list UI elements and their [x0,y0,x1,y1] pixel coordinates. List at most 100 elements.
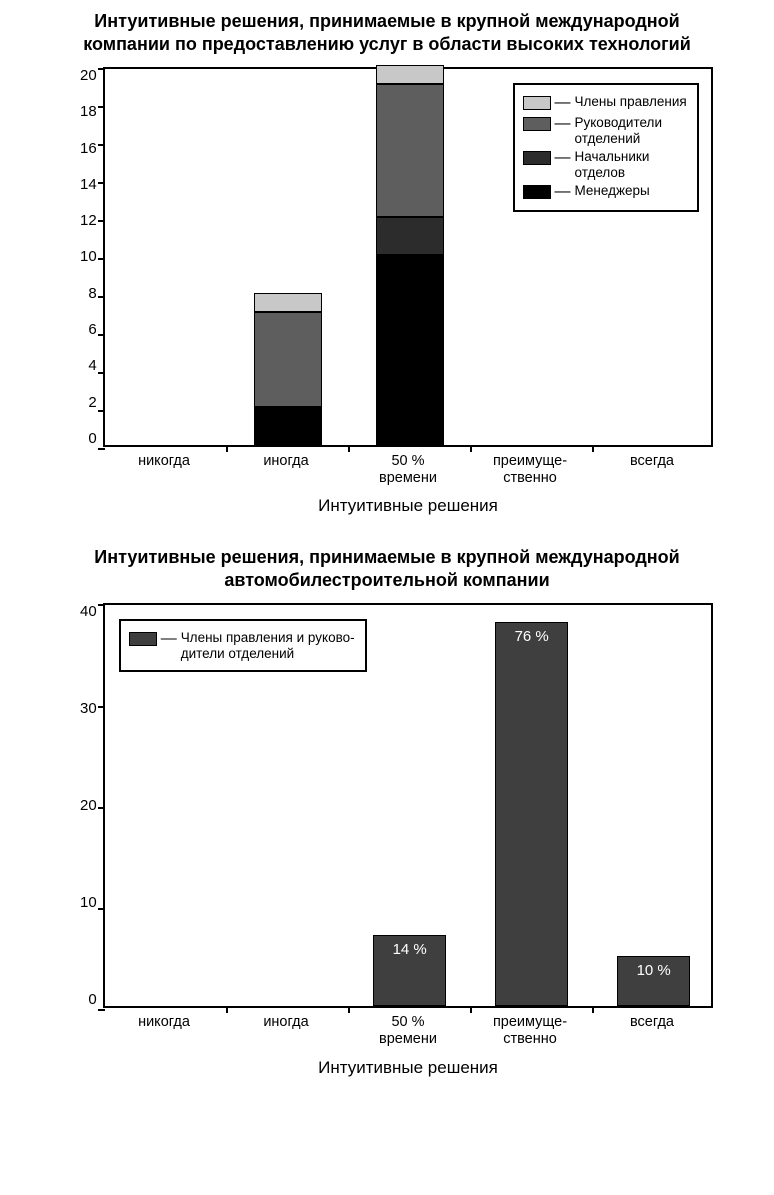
legend-label: Руководителиотделений [575,115,662,146]
legend-label: Начальникиотделов [575,149,650,180]
legend-item: —Начальникиотделов [523,149,687,180]
chart-1-xticks: никогдаиногда50 %временипреимуще-ственно… [103,453,713,486]
ytick-label: 2 [88,394,96,411]
ytick-mark [98,296,105,298]
ytick-mark [98,1009,105,1011]
legend-swatch [523,151,551,165]
bar-segment [254,293,322,312]
legend-item: —Менеджеры [523,183,687,201]
legend-item: —Члены правления [523,94,687,112]
xtick-label: преимуще-ственно [469,453,591,486]
chart-2-xticks: никогдаиногда50 %временипреимуще-ственно… [103,1014,713,1047]
legend-dash: — [555,94,571,112]
chart-1-yticks: 20181614121086420 [80,67,103,447]
ytick-label: 0 [88,991,96,1008]
chart-1-plot-row: 20181614121086420 —Члены правления—Руков… [80,67,754,447]
bar [254,69,322,445]
page: Интуитивные решения, принимаемые в крупн… [0,0,774,1138]
xtick-label: всегда [591,1014,713,1047]
bar-segment [495,622,568,1007]
xtick-label: 50 %времени [347,1014,469,1047]
bar-segment [376,84,444,217]
chart-2-xaxis-label: Интуитивные решения [103,1058,713,1078]
legend-dash: — [161,630,177,648]
xtick-label: никогда [103,1014,225,1047]
ytick-label: 20 [80,67,97,84]
xtick-label: иногда [225,1014,347,1047]
legend-label: Менеджеры [575,183,650,199]
ytick-mark [98,908,105,910]
bar-segment [254,312,322,407]
chart-1: Интуитивные решения, принимаемые в крупн… [20,10,754,516]
xtick-label: преимуще-ственно [469,1014,591,1047]
ytick-label: 6 [88,321,96,338]
ytick-label: 16 [80,140,97,157]
xtick-mark [470,445,472,452]
ytick-label: 10 [80,248,97,265]
bar: 14 % [373,935,446,1006]
chart-1-wrap: Количество руководителей 201816141210864… [20,67,754,516]
xtick-mark [592,1006,594,1013]
ytick-mark [98,258,105,260]
xtick-label: иногда [225,453,347,486]
ytick-mark [98,144,105,146]
chart-2: Интуитивные решения, принимаемые в крупн… [20,546,754,1077]
chart-2-plot-row: 403020100 14 %76 %10 % —Члены правления … [80,603,754,1008]
ytick-mark [98,182,105,184]
legend-swatch [523,185,551,199]
bar-pct-label: 76 % [495,628,568,645]
legend-dash: — [555,183,571,201]
legend-swatch [523,117,551,131]
ytick-label: 12 [80,212,97,229]
bar-pct-label: 10 % [617,962,690,979]
ytick-label: 0 [88,430,96,447]
legend-swatch [129,632,157,646]
bar-segment [376,255,444,445]
xtick-mark [470,1006,472,1013]
ytick-mark [98,106,105,108]
chart-2-yticks: 403020100 [80,603,103,1008]
ytick-mark [98,604,105,606]
xtick-mark [348,1006,350,1013]
ytick-label: 10 [80,894,97,911]
ytick-label: 14 [80,176,97,193]
legend-dash: — [555,149,571,167]
bar [132,69,200,445]
bar: 10 % [617,956,690,1007]
ytick-label: 20 [80,797,97,814]
legend-label: Члены правления [575,94,687,110]
legend-item: —Руководителиотделений [523,115,687,146]
legend-swatch [523,96,551,110]
legend-label: Члены правления и руково-дители отделени… [181,630,355,661]
bar-segment [254,407,322,445]
xtick-label: никогда [103,453,225,486]
ytick-mark [98,220,105,222]
ytick-mark [98,410,105,412]
chart-2-title: Интуитивные решения, принимаемые в крупн… [60,546,714,591]
chart-1-legend: —Члены правления—Руководителиотделений—Н… [513,83,699,212]
legend-item: —Члены правления и руково-дители отделен… [129,630,355,661]
chart-1-title: Интуитивные решения, принимаемые в крупн… [60,10,714,55]
ytick-mark [98,448,105,450]
legend-dash: — [555,115,571,133]
xtick-mark [226,1006,228,1013]
xtick-mark [348,445,350,452]
chart-1-plot: —Члены правления—Руководителиотделений—Н… [103,67,713,447]
ytick-label: 18 [80,103,97,120]
ytick-mark [98,68,105,70]
xtick-mark [592,445,594,452]
xtick-label: всегда [591,453,713,486]
ytick-mark [98,334,105,336]
chart-2-plot: 14 % 76 % 10 % —Члены правления и руково-д… [103,603,713,1008]
xtick-label: 50 %времени [347,453,469,486]
chart-2-wrap: Количество руководителей 403020100 14 %7… [20,603,754,1077]
ytick-mark [98,372,105,374]
xtick-mark [226,445,228,452]
ytick-label: 4 [88,357,96,374]
bar: 76 % [495,622,568,1007]
bar-segment [376,217,444,255]
bar [376,69,444,445]
ytick-mark [98,706,105,708]
ytick-label: 40 [80,603,97,620]
bar-segment [376,65,444,84]
